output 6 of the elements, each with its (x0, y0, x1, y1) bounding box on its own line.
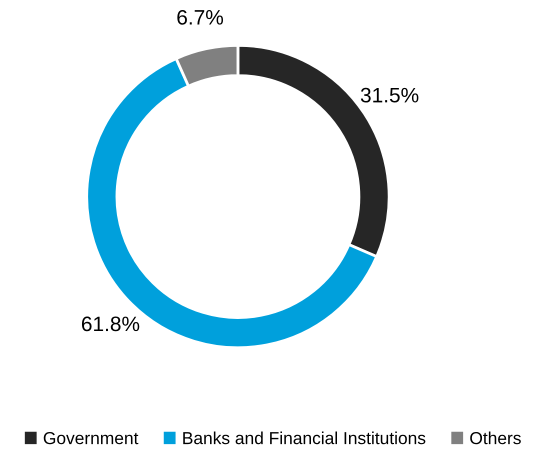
legend-label: Government (44, 432, 138, 444)
legend-label: Banks and Financial Institutions (183, 432, 426, 444)
data-label: 31.5% (360, 88, 418, 103)
data-label: 61.8% (82, 316, 140, 332)
legend-label: Others (470, 432, 521, 444)
data-label: 6.7% (177, 10, 224, 25)
